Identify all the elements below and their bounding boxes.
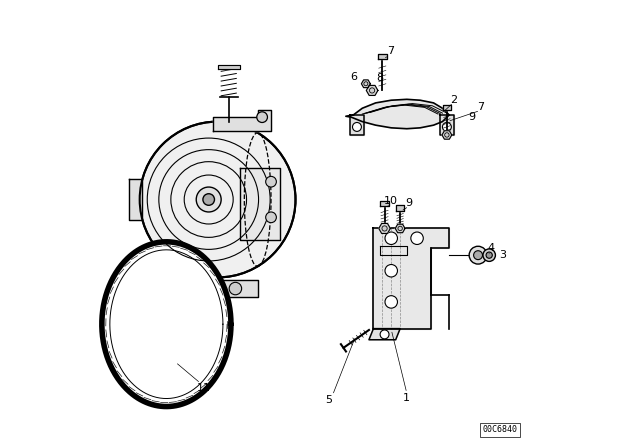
Circle shape xyxy=(469,246,487,264)
Circle shape xyxy=(140,121,296,277)
Polygon shape xyxy=(369,329,400,340)
Polygon shape xyxy=(240,168,280,240)
Polygon shape xyxy=(195,280,258,297)
Circle shape xyxy=(266,177,276,187)
Text: 00C6840: 00C6840 xyxy=(483,425,518,434)
Circle shape xyxy=(229,282,242,295)
Text: 9: 9 xyxy=(406,198,413,207)
Text: 10: 10 xyxy=(384,196,398,206)
Circle shape xyxy=(257,112,268,122)
Text: 8: 8 xyxy=(376,73,383,83)
Circle shape xyxy=(483,249,495,261)
Polygon shape xyxy=(443,105,451,111)
Circle shape xyxy=(266,212,276,223)
Text: 3: 3 xyxy=(499,250,506,260)
Text: 7: 7 xyxy=(477,102,484,112)
Text: 1: 1 xyxy=(403,392,410,403)
Polygon shape xyxy=(102,242,231,406)
Polygon shape xyxy=(362,80,371,88)
Text: 6: 6 xyxy=(350,72,357,82)
Circle shape xyxy=(385,232,397,245)
Circle shape xyxy=(196,187,221,212)
Text: 9: 9 xyxy=(468,112,476,122)
Circle shape xyxy=(353,122,362,131)
Polygon shape xyxy=(373,228,449,329)
Text: 11: 11 xyxy=(197,383,211,393)
Polygon shape xyxy=(396,224,405,233)
Text: 4: 4 xyxy=(488,243,495,254)
Circle shape xyxy=(385,296,397,308)
Circle shape xyxy=(380,330,389,339)
Polygon shape xyxy=(366,86,378,95)
Polygon shape xyxy=(213,111,271,130)
Circle shape xyxy=(203,194,214,205)
Polygon shape xyxy=(218,65,240,69)
Circle shape xyxy=(474,251,483,260)
Polygon shape xyxy=(396,205,404,211)
Circle shape xyxy=(411,232,423,245)
Text: 7: 7 xyxy=(387,46,394,56)
Polygon shape xyxy=(346,99,449,129)
Text: 2: 2 xyxy=(450,95,457,105)
Circle shape xyxy=(385,264,397,277)
Circle shape xyxy=(486,252,492,258)
Polygon shape xyxy=(378,54,387,59)
Text: 5: 5 xyxy=(325,395,332,405)
Polygon shape xyxy=(350,115,364,135)
Polygon shape xyxy=(129,180,142,220)
Polygon shape xyxy=(379,224,390,233)
Polygon shape xyxy=(442,131,452,139)
Circle shape xyxy=(442,122,451,131)
Polygon shape xyxy=(380,201,389,206)
Polygon shape xyxy=(440,115,454,135)
